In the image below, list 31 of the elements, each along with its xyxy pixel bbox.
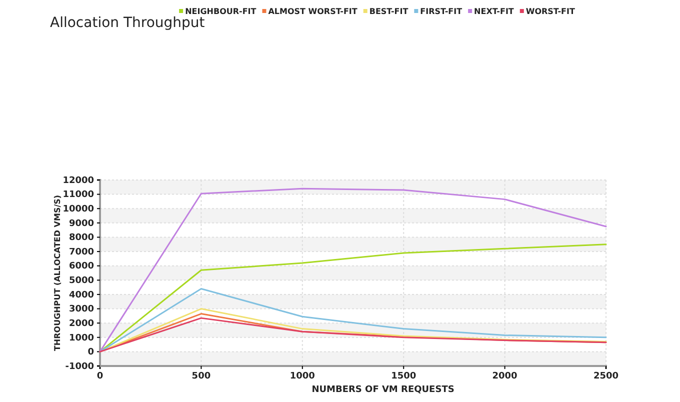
y-tick-label: 11000 — [62, 190, 94, 200]
x-tick-label: 2500 — [593, 371, 619, 382]
y-tick-label: 3000 — [68, 304, 94, 315]
line-series — [99, 188, 607, 352]
y-tick-label: 9000 — [68, 218, 94, 229]
x-tick-label: 1000 — [290, 371, 315, 382]
chart-title: Allocation Throughput — [50, 15, 206, 31]
y-tick-label: 4000 — [68, 290, 94, 300]
y-tick-label: 12000 — [62, 176, 94, 186]
y-tick-label: 10000 — [62, 204, 94, 214]
legend-label: NEIGHBOUR-FIT — [185, 7, 257, 16]
legend-label: WORST-FIT — [526, 7, 576, 16]
y-tick-label: -1000 — [65, 362, 94, 372]
legend-label: FIRST-FIT — [420, 7, 463, 16]
line-series — [99, 288, 607, 352]
legend-label: ALMOST WORST-FIT — [268, 7, 358, 16]
y-tick-label: 5000 — [68, 276, 94, 286]
y-tick-label: 0 — [88, 348, 94, 358]
legend-label: BEST-FIT — [369, 7, 409, 16]
y-axis-title: THROUGHPUT (ALLOCATED VMS/S) — [53, 194, 62, 352]
x-tick-label: 1500 — [391, 371, 416, 382]
x-tick-label: 0 — [96, 371, 104, 382]
legend-label: NEXT-FIT — [474, 7, 514, 16]
y-tick-label: 1000 — [68, 333, 94, 344]
x-axis-title: NUMBERS OF VM REQUESTS — [312, 385, 454, 395]
y-tick-label: 6000 — [68, 262, 94, 272]
y-tick-label: 2000 — [68, 318, 94, 329]
x-tick-label: 500 — [192, 371, 211, 382]
x-tick-label: 2000 — [492, 371, 518, 382]
y-tick-label: 8000 — [68, 233, 94, 244]
y-tick-label: 7000 — [68, 247, 94, 258]
